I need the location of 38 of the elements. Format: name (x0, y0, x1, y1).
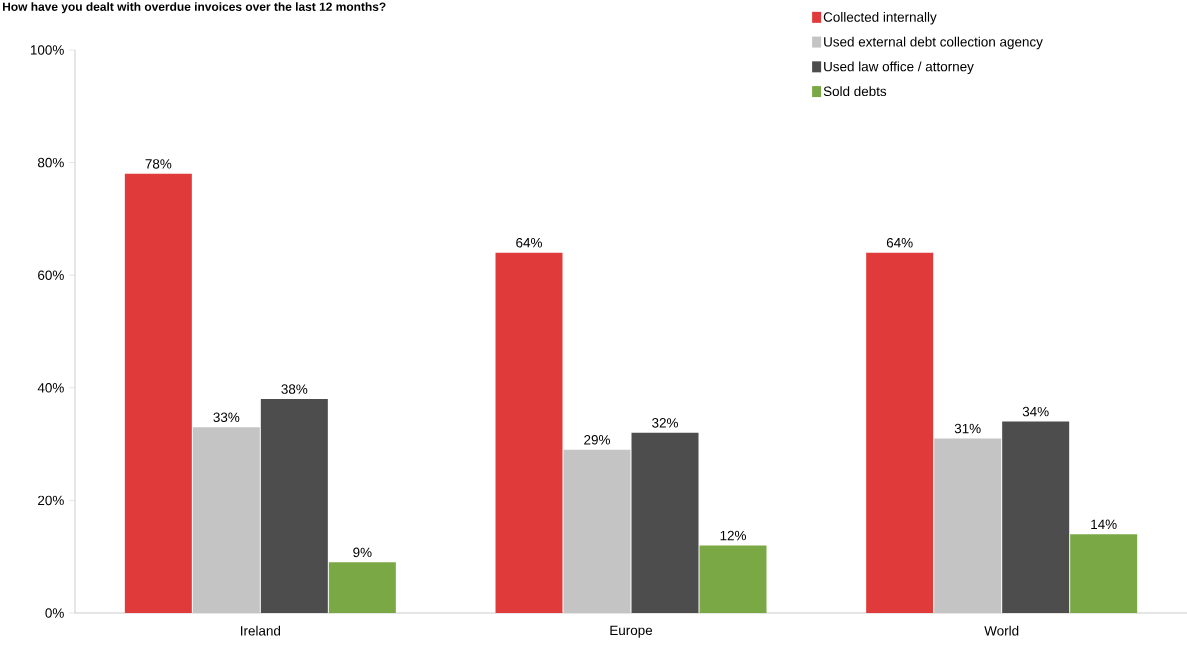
x-tick-label: World (984, 625, 1019, 636)
y-tick-label: 0% (45, 608, 64, 618)
y-tick-label: 100% (30, 45, 64, 55)
bar (934, 438, 1002, 613)
y-tick-label: 40% (37, 383, 64, 393)
bar (124, 173, 192, 613)
data-label: 78% (145, 159, 172, 169)
y-tick-label: 80% (37, 157, 64, 168)
bar (495, 252, 563, 613)
legend-label: Used external debt collection agency (824, 36, 1043, 50)
data-label: 29% (584, 435, 610, 445)
bar (260, 399, 328, 613)
data-label: 34% (1022, 406, 1049, 417)
y-tick-label: 60% (38, 270, 64, 280)
data-label: 64% (516, 237, 542, 248)
data-label: 14% (1091, 519, 1117, 529)
bar (563, 449, 631, 613)
y-tick-label: 20% (38, 495, 64, 506)
data-label: 31% (954, 423, 981, 434)
bar (631, 432, 699, 613)
data-label: 64% (886, 237, 913, 248)
data-label: 9% (353, 547, 372, 558)
bar (328, 562, 396, 613)
chart-title: How have you dealt with overdue invoices over the last 12 months? (2, 2, 386, 14)
legend-label: Sold debts (823, 86, 887, 97)
data-label: 12% (720, 530, 746, 541)
bar (699, 545, 767, 613)
bar (866, 252, 934, 613)
bar (192, 427, 260, 613)
bar (1070, 534, 1138, 613)
legend-label: Used law office / attorney (824, 61, 974, 74)
legend-label: Collected internally (823, 11, 937, 25)
data-label: 38% (281, 384, 308, 394)
x-tick-label: Ireland (241, 625, 281, 636)
bar (1002, 421, 1070, 613)
data-label: 33% (213, 412, 240, 422)
data-label: 32% (652, 418, 678, 428)
x-tick-label: Europe (610, 625, 653, 638)
